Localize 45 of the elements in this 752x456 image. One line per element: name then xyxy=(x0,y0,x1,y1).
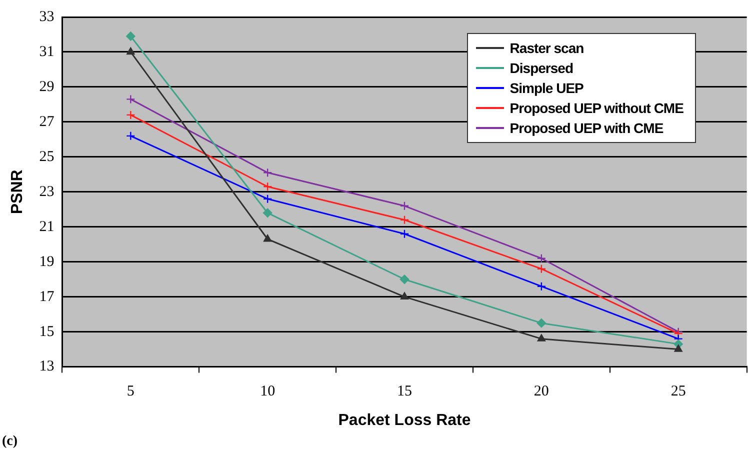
point xyxy=(400,201,410,210)
legend-label: Dispersed xyxy=(510,60,573,76)
point xyxy=(536,282,546,291)
point xyxy=(536,264,546,274)
point xyxy=(536,254,546,263)
y-tick-label: 27 xyxy=(39,114,55,130)
point xyxy=(262,168,272,178)
point xyxy=(264,234,272,242)
point xyxy=(126,94,136,104)
x-tick-label: 5 xyxy=(126,384,134,400)
y-tick-label: 13 xyxy=(39,358,54,375)
point xyxy=(262,194,272,204)
point xyxy=(126,47,135,55)
point xyxy=(400,292,409,300)
point xyxy=(536,318,546,328)
y-tick-label: 25 xyxy=(39,148,54,165)
point xyxy=(126,110,136,120)
text: (c) xyxy=(2,434,18,449)
point xyxy=(262,208,272,218)
point xyxy=(126,32,136,41)
y-tick-label: 23 xyxy=(39,184,54,200)
point xyxy=(400,215,410,224)
y-tick-label: 19 xyxy=(39,254,54,270)
y-tick-label: 15 xyxy=(39,324,54,340)
x-tick-label: 15 xyxy=(397,384,412,400)
y-tick-label: 31 xyxy=(39,44,54,60)
point xyxy=(674,344,682,352)
legend-label: Proposed UEP with CME xyxy=(510,120,664,136)
legend-label: Simple UEP xyxy=(510,80,584,96)
y-axis-title: PSNR xyxy=(9,169,26,214)
x-axis-title: Packet Loss Rate xyxy=(338,412,471,429)
point xyxy=(262,182,272,192)
x-tick-label: 10 xyxy=(260,384,276,400)
y-tick-label: 21 xyxy=(39,218,54,235)
legend-label: Raster scan xyxy=(510,40,584,56)
point xyxy=(400,229,410,238)
point xyxy=(126,131,136,141)
x-tick-label: 25 xyxy=(670,384,686,400)
legend-label: Proposed UEP without CME xyxy=(510,100,684,116)
point xyxy=(537,334,546,342)
y-tick-label: 33 xyxy=(39,8,54,25)
x-tick-label: 20 xyxy=(534,384,549,400)
y-tick-label: 17 xyxy=(39,288,55,305)
y-tick-label: 29 xyxy=(39,78,54,95)
point xyxy=(400,274,410,284)
